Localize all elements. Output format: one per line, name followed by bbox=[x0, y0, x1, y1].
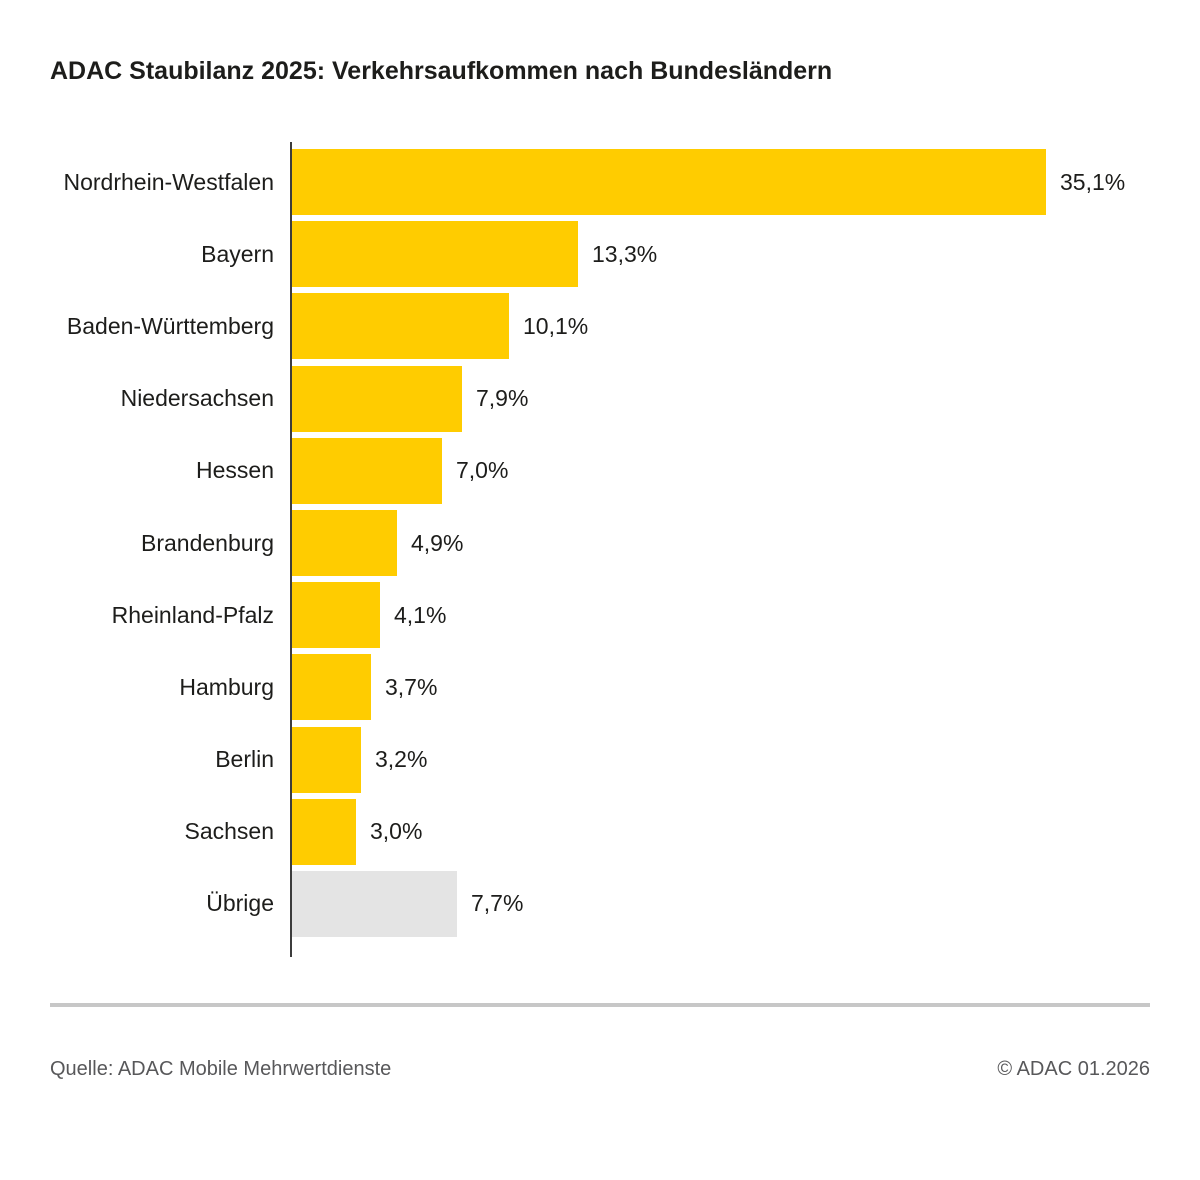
bar bbox=[292, 654, 371, 721]
category-label: Nordrhein-Westfalen bbox=[63, 168, 274, 195]
bar bbox=[292, 582, 380, 649]
value-label: 4,1% bbox=[394, 601, 447, 628]
bar-row: Sachsen 3,0% bbox=[50, 796, 1160, 868]
bar-row: Hamburg 3,7% bbox=[50, 651, 1160, 723]
bar-row: Hessen 7,0% bbox=[50, 435, 1160, 507]
bar bbox=[292, 437, 442, 504]
value-label: 7,9% bbox=[476, 385, 529, 412]
y-axis-line bbox=[290, 142, 292, 957]
category-label: Hessen bbox=[196, 457, 274, 484]
category-label: Brandenburg bbox=[141, 529, 274, 556]
bar-rows: Nordrhein-Westfalen 35,1% Bayern 13,3% B… bbox=[50, 146, 1160, 940]
value-label: 13,3% bbox=[592, 240, 658, 267]
bar bbox=[292, 365, 462, 432]
bar bbox=[292, 510, 397, 577]
category-label: Rheinland-Pfalz bbox=[111, 601, 274, 628]
bar-row: Bayern 13,3% bbox=[50, 218, 1160, 290]
category-label: Sachsen bbox=[184, 818, 274, 845]
value-label: 3,7% bbox=[385, 673, 438, 700]
category-label: Bayern bbox=[201, 240, 274, 267]
category-label: Niedersachsen bbox=[120, 385, 274, 412]
chart-title: ADAC Staubilanz 2025: Verkehrsaufkommen … bbox=[50, 57, 833, 85]
value-label: 3,2% bbox=[375, 746, 428, 773]
category-label: Baden-Württemberg bbox=[66, 312, 274, 339]
copyright-note: © ADAC 01.2026 bbox=[997, 1058, 1150, 1080]
bar-row: Berlin 3,2% bbox=[50, 724, 1160, 796]
bar-row: Rheinland-Pfalz 4,1% bbox=[50, 579, 1160, 651]
bar-row: Brandenburg 4,9% bbox=[50, 507, 1160, 579]
bar bbox=[292, 221, 578, 288]
bar bbox=[292, 870, 457, 937]
category-label: Berlin bbox=[215, 746, 274, 773]
value-label: 4,9% bbox=[411, 529, 464, 556]
category-label: Hamburg bbox=[179, 673, 274, 700]
bar bbox=[292, 726, 361, 793]
value-label: 7,0% bbox=[456, 457, 509, 484]
value-label: 10,1% bbox=[523, 312, 589, 339]
bar-row: Nordrhein-Westfalen 35,1% bbox=[50, 146, 1160, 218]
bar bbox=[292, 798, 356, 865]
footer-divider bbox=[50, 1003, 1150, 1007]
bar-row: Übrige 7,7% bbox=[50, 868, 1160, 940]
value-label: 7,7% bbox=[471, 890, 524, 917]
bar bbox=[292, 149, 1046, 216]
value-label: 35,1% bbox=[1060, 168, 1126, 195]
bar-row: Niedersachsen 7,9% bbox=[50, 363, 1160, 435]
bar-row: Baden-Württemberg 10,1% bbox=[50, 290, 1160, 362]
bar bbox=[292, 293, 509, 360]
bar-chart: Nordrhein-Westfalen 35,1% Bayern 13,3% B… bbox=[50, 142, 1160, 957]
value-label: 3,0% bbox=[370, 818, 423, 845]
category-label: Übrige bbox=[206, 890, 274, 917]
source-note: Quelle: ADAC Mobile Mehrwertdienste bbox=[50, 1058, 392, 1080]
